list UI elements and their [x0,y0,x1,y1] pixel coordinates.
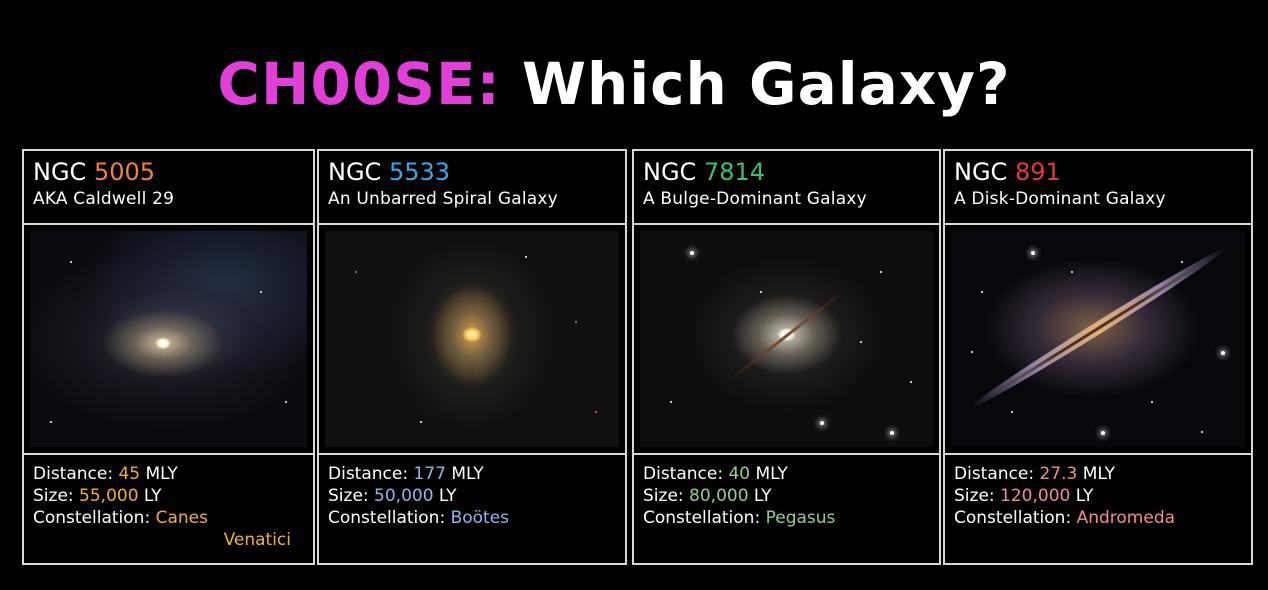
distance-label: Distance: [328,464,409,484]
size-unit: LY [753,486,772,506]
galaxy-card-ngc-7814[interactable]: NGC 7814 A Bulge-Dominant Galaxy Distanc… [632,149,941,565]
galaxy-stats: Distance: 40 MLY Size: 80,000 LY Constel… [634,455,939,529]
galaxy-stats: Distance: 27.3 MLY Size: 120,000 LY Cons… [945,455,1251,529]
size-value: 120,000 [1000,486,1071,506]
galaxy-card-ngc-5533[interactable]: NGC 5533 An Unbarred Spiral Galaxy Dista… [317,149,627,565]
galaxy-name: NGC 5005 [33,157,303,187]
galaxy-image [945,225,1251,455]
galaxy-subtitle: An Unbarred Spiral Galaxy [328,189,558,209]
galaxy-photo [325,231,619,447]
ngc-prefix: NGC [954,158,1008,186]
size-row: Size: 120,000 LY [954,485,1241,507]
galaxy-photo [640,231,933,447]
distance-row: Distance: 27.3 MLY [954,463,1241,485]
galaxy-name: NGC 7814 [643,157,929,187]
ngc-number: 7814 [703,158,766,186]
galaxy-photo [951,231,1245,447]
ngc-number: 891 [1014,158,1061,186]
size-label: Size: [954,486,995,506]
distance-unit: MLY [451,464,484,484]
constellation-value-line2: Venatici [223,530,291,550]
distance-unit: MLY [1082,464,1115,484]
size-label: Size: [33,486,74,506]
galaxy-card-ngc-891[interactable]: NGC 891 A Disk-Dominant Galaxy Distance:… [943,149,1253,565]
size-label: Size: [643,486,684,506]
galaxy-photo [30,231,307,447]
size-unit: LY [1075,486,1094,506]
galaxy-image [24,225,313,455]
ngc-number: 5533 [388,158,451,186]
distance-label: Distance: [954,464,1035,484]
page-title: CH00SE: Which Galaxy? [0,44,1228,124]
size-value: 50,000 [374,486,434,506]
distance-unit: MLY [145,464,178,484]
galaxy-image [634,225,939,455]
galaxy-image [319,225,625,455]
distance-row: Distance: 177 MLY [328,463,615,485]
constellation-label: Constellation: [643,508,761,528]
constellation-label: Constellation: [33,508,151,528]
card-header: NGC 7814 A Bulge-Dominant Galaxy [634,151,939,225]
constellation-row: Constellation: Boötes [328,507,615,529]
card-header: NGC 5005 AKA Caldwell 29 [24,151,313,225]
distance-row: Distance: 45 MLY [33,463,303,485]
galaxy-card-ngc-5005[interactable]: NGC 5005 AKA Caldwell 29 Distance: 45 ML… [22,149,315,565]
constellation-label: Constellation: [328,508,446,528]
ngc-number: 5005 [93,158,156,186]
size-value: 80,000 [689,486,749,506]
galaxy-subtitle: AKA Caldwell 29 [33,189,175,209]
galaxy-subtitle: A Disk-Dominant Galaxy [954,189,1166,209]
ngc-prefix: NGC [33,158,87,186]
galaxy-name: NGC 5533 [328,157,615,187]
distance-label: Distance: [33,464,114,484]
distance-row: Distance: 40 MLY [643,463,929,485]
distance-value: 177 [413,464,446,484]
distance-value: 40 [728,464,751,484]
constellation-value: Canes [155,508,208,528]
constellation-value: Andromeda [1076,508,1176,528]
title-question: Which Galaxy? [521,50,1011,118]
galaxy-name: NGC 891 [954,157,1241,187]
size-row: Size: 55,000 LY [33,485,303,507]
distance-value: 27.3 [1039,464,1078,484]
size-value: 55,000 [79,486,139,506]
constellation-value: Pegasus [765,508,836,528]
constellation-row: Constellation: Pegasus [643,507,929,529]
card-header: NGC 5533 An Unbarred Spiral Galaxy [319,151,625,225]
constellation-label: Constellation: [954,508,1072,528]
size-row: Size: 80,000 LY [643,485,929,507]
galaxy-subtitle: A Bulge-Dominant Galaxy [643,189,867,209]
size-unit: LY [143,486,162,506]
galaxy-stats: Distance: 177 MLY Size: 50,000 LY Conste… [319,455,625,529]
ngc-prefix: NGC [643,158,697,186]
size-row: Size: 50,000 LY [328,485,615,507]
distance-value: 45 [118,464,141,484]
title-choose: CH00SE: [217,50,501,118]
size-label: Size: [328,486,369,506]
constellation-value: Boötes [450,508,510,528]
constellation-row: Constellation: Canes [33,507,303,529]
distance-label: Distance: [643,464,724,484]
ngc-prefix: NGC [328,158,382,186]
card-header: NGC 891 A Disk-Dominant Galaxy [945,151,1251,225]
size-unit: LY [438,486,457,506]
galaxy-stats: Distance: 45 MLY Size: 55,000 LY Constel… [24,455,313,551]
distance-unit: MLY [755,464,788,484]
constellation-row: Constellation: Andromeda [954,507,1241,529]
